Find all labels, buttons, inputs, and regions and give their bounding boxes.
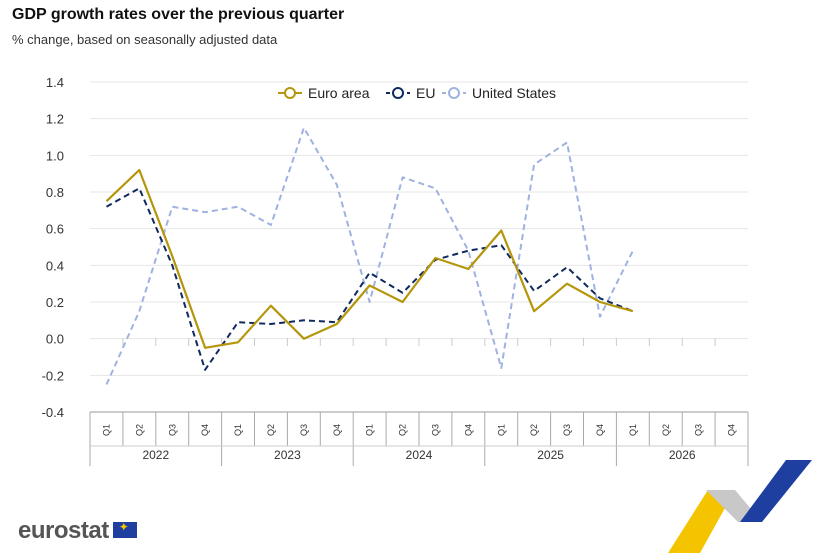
x-tick-label-quarter: Q1 bbox=[233, 424, 243, 436]
legend-label: Euro area bbox=[308, 85, 370, 101]
y-tick-label: 0.8 bbox=[46, 185, 64, 200]
x-tick-label-quarter: Q3 bbox=[562, 424, 572, 436]
x-tick-label-quarter: Q2 bbox=[134, 424, 144, 436]
y-tick-label: 0.0 bbox=[46, 332, 64, 347]
legend-marker bbox=[392, 87, 404, 99]
legend-item-euro-area[interactable]: Euro area bbox=[278, 85, 370, 101]
legend-item-united-states[interactable]: United States bbox=[442, 85, 556, 101]
y-tick-label: 1.2 bbox=[46, 112, 64, 127]
x-tick-label-year: 2023 bbox=[274, 448, 301, 462]
x-tick-label-quarter: Q2 bbox=[661, 424, 671, 436]
x-tick-label-quarter: Q3 bbox=[430, 424, 440, 436]
legend-item-eu[interactable]: EU bbox=[386, 85, 435, 101]
x-tick-label-year: 2025 bbox=[537, 448, 564, 462]
x-tick-label-year: 2022 bbox=[142, 448, 169, 462]
x-tick-label-quarter: Q1 bbox=[496, 424, 506, 436]
x-tick-label-year: 2024 bbox=[406, 448, 433, 462]
x-tick-label-quarter: Q3 bbox=[167, 424, 177, 436]
eu-flag-icon bbox=[112, 520, 137, 538]
y-tick-label: 0.2 bbox=[46, 295, 64, 310]
brand-name: eurostat bbox=[18, 517, 109, 544]
legend-label: EU bbox=[416, 85, 435, 101]
y-tick-label: 1.0 bbox=[46, 148, 64, 163]
x-tick-label-quarter: Q4 bbox=[595, 424, 605, 436]
series-lines bbox=[105, 126, 634, 385]
x-tick-label-quarter: Q4 bbox=[727, 424, 737, 436]
y-tick-label: -0.4 bbox=[42, 405, 64, 420]
eurostat-swoosh-logo bbox=[668, 460, 812, 553]
x-tick-label-quarter: Q4 bbox=[463, 424, 473, 436]
series-line-eu[interactable] bbox=[106, 187, 634, 371]
y-axis-ticks: 1.4 1.2 1.0 0.8 0.6 0.4 0.2 0.0 -0.2 -0.4 bbox=[42, 75, 64, 420]
x-tick-label-quarter: Q1 bbox=[101, 424, 111, 436]
x-tick-label-quarter: Q4 bbox=[200, 424, 210, 436]
series-line-united-states[interactable] bbox=[105, 126, 634, 385]
legend-marker bbox=[284, 87, 296, 99]
y-tick-label: 0.4 bbox=[46, 258, 64, 273]
grid-lines bbox=[90, 81, 748, 413]
x-tick-label-quarter: Q2 bbox=[398, 424, 408, 436]
x-tick-label-quarter: Q2 bbox=[266, 424, 276, 436]
legend-marker bbox=[448, 87, 460, 99]
chart-subtitle: % change, based on seasonally adjusted d… bbox=[12, 32, 278, 47]
y-tick-label: 1.4 bbox=[46, 75, 64, 90]
x-tick-label-quarter: Q1 bbox=[628, 424, 638, 436]
y-tick-label: -0.2 bbox=[42, 368, 64, 383]
x-tick-label-quarter: Q1 bbox=[365, 424, 375, 436]
series-line-euro-area[interactable] bbox=[105, 168, 634, 349]
x-tick-label-quarter: Q3 bbox=[694, 424, 704, 436]
chart-title: GDP growth rates over the previous quart… bbox=[12, 6, 345, 23]
y-tick-label: 0.6 bbox=[46, 222, 64, 237]
x-tick-label-quarter: Q3 bbox=[299, 424, 309, 436]
x-tick-label-year: 2026 bbox=[669, 448, 696, 462]
x-axis: Q1 Q2 Q3 Q4 Q1 Q2 Q3 Q4 Q1 Q2 Q3 Q4 Q1 Q2 Q3 Q4 Q1 Q2 Q3 Q4… bbox=[89, 338, 749, 466]
legend-label: United States bbox=[472, 85, 556, 101]
legend[interactable]: Euro area EU United States bbox=[278, 85, 556, 101]
x-tick-label-quarter: Q4 bbox=[332, 424, 342, 436]
x-tick-label-quarter: Q2 bbox=[529, 424, 539, 436]
eurostat-logo: eurostat bbox=[18, 517, 137, 545]
